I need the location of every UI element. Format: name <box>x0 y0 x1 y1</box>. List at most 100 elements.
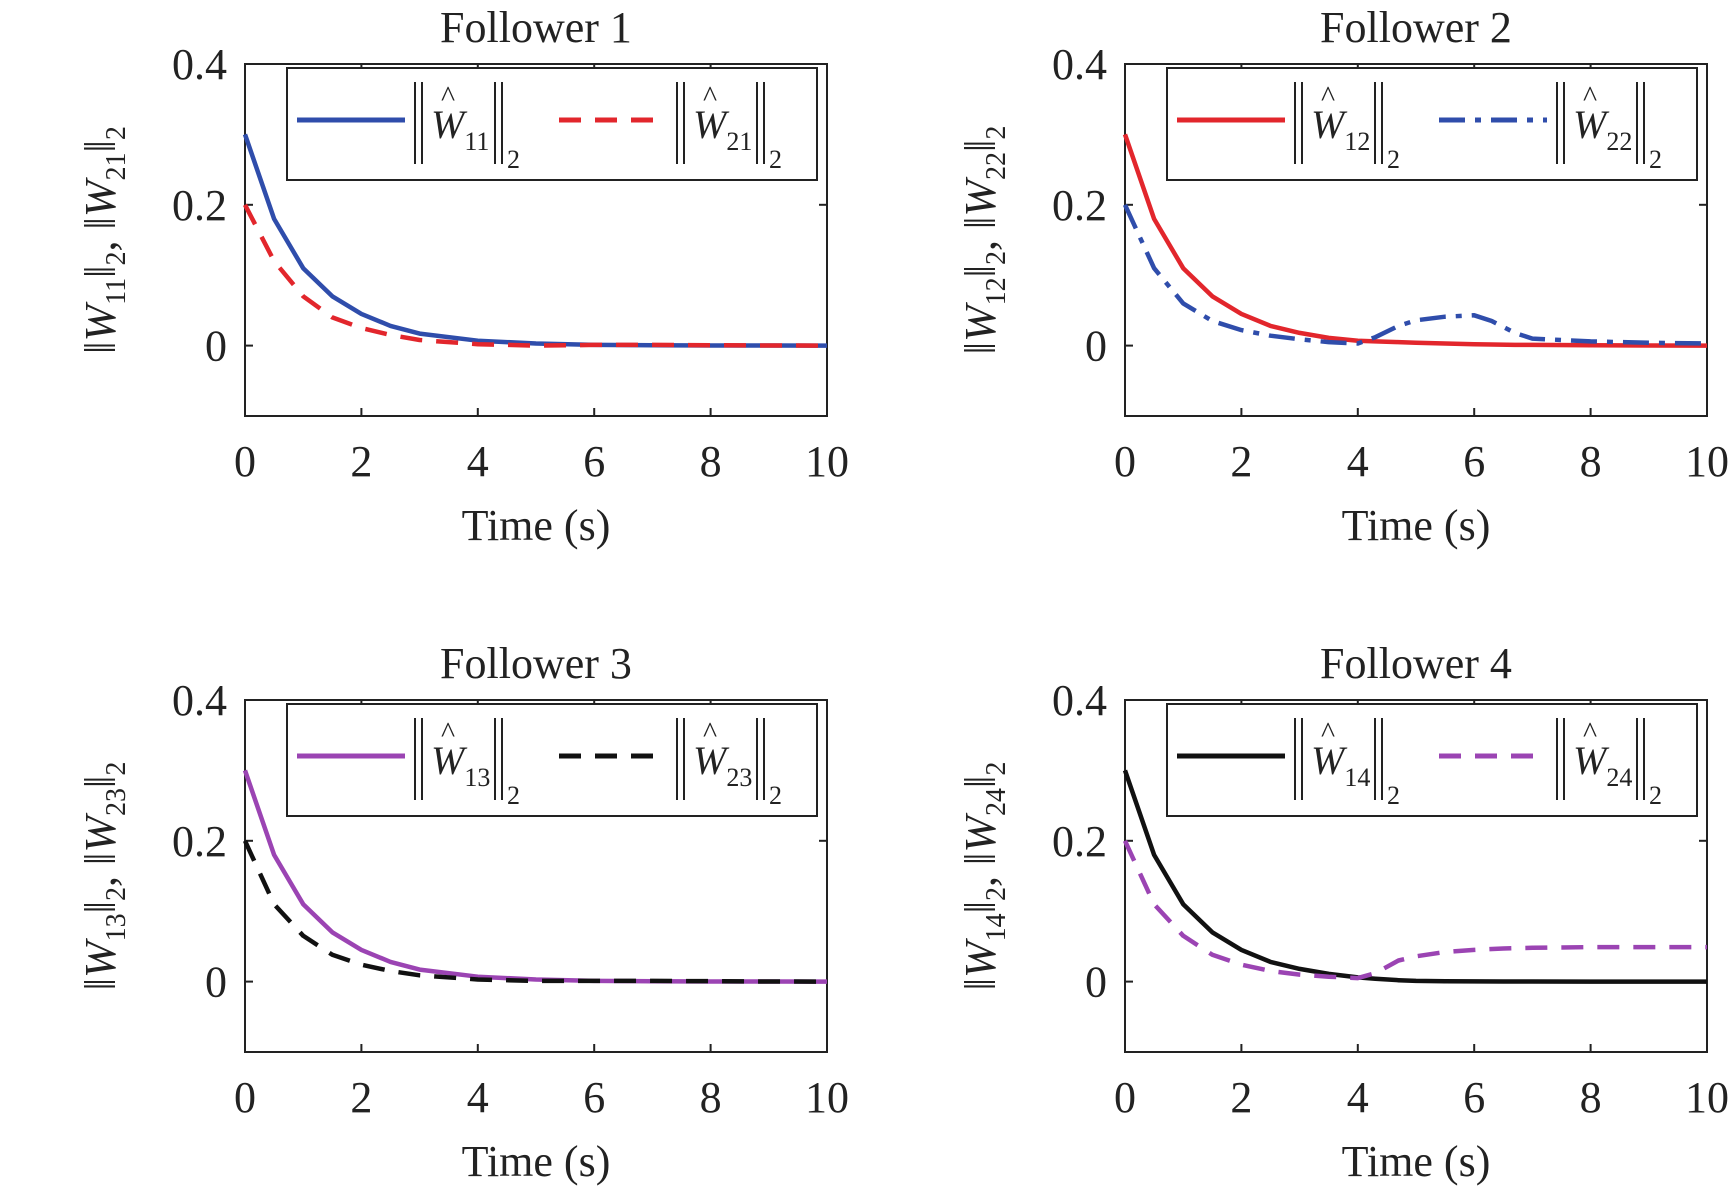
norm-bar: ‖ <box>956 265 1005 277</box>
legend-label-2: W22 <box>1573 102 1632 156</box>
norm-bar: ‖ <box>76 266 125 278</box>
legend-weight-symbol: W <box>1573 738 1610 783</box>
series-line-2 <box>242 839 828 984</box>
x-tick-label: 8 <box>1580 1073 1602 1122</box>
legend-weight-subscript: 11 <box>464 127 489 156</box>
legend-weight-symbol: W <box>431 102 468 147</box>
y-weight-subscript: 21 <box>101 153 132 181</box>
norm-bar: ‖ <box>76 342 125 354</box>
series-line-2 <box>243 203 828 348</box>
legend-norm-subscript: 2 <box>507 145 520 174</box>
chart-title: Follower 1 <box>440 3 632 52</box>
x-tick-label: 8 <box>700 1073 722 1122</box>
y-weight-symbol: W <box>956 177 1005 217</box>
axes-box <box>1124 63 1708 417</box>
x-tick-label: 2 <box>1230 437 1252 486</box>
y-weight-subscript: 12 <box>981 277 1012 305</box>
legend-weight-subscript: 13 <box>464 763 490 792</box>
x-tick-label: 2 <box>350 1073 372 1122</box>
norm-bar: ‖ <box>956 776 1005 788</box>
hat-accent: ^ <box>441 80 455 113</box>
legend-label-1: W13 <box>431 738 490 792</box>
x-tick-label: 8 <box>1580 437 1602 486</box>
norm-subscript: 2 <box>101 252 132 266</box>
hat-accent: ^ <box>703 716 717 749</box>
legend-weight-subscript: 21 <box>726 127 752 156</box>
y-tick-label: 0.2 <box>1052 181 1107 230</box>
x-tick-label: 4 <box>467 1073 489 1122</box>
legend-box <box>286 703 818 817</box>
x-tick-label: 2 <box>350 437 372 486</box>
y-weight-subscript: 14 <box>981 913 1012 941</box>
legend-norm-subscript: 2 <box>1649 781 1662 810</box>
legend-weight-subscript: 22 <box>1606 127 1632 156</box>
y-tick-label: 0 <box>1085 958 1107 1007</box>
x-tick-label: 10 <box>805 437 849 486</box>
norm-bar: ‖ <box>956 901 1005 913</box>
separator: , ‖ <box>956 217 1005 251</box>
x-axis-label: Time (s) <box>462 501 611 550</box>
legend-weight-subscript: 24 <box>1606 763 1632 792</box>
axes-box <box>244 699 828 1053</box>
y-tick-label: 0 <box>1085 322 1107 371</box>
norm-subscript: 2 <box>101 762 132 776</box>
legend-norm-subscript: 2 <box>507 781 520 810</box>
legend-weight-symbol: W <box>1311 738 1348 783</box>
legend-label-2: W23 <box>693 738 752 792</box>
legend-box <box>1166 67 1698 181</box>
x-tick-label: 4 <box>1347 437 1369 486</box>
y-tick-label: 0.2 <box>172 181 227 230</box>
y-weight-symbol: W <box>76 938 125 978</box>
series-line-1 <box>1122 769 1707 984</box>
x-tick-label: 6 <box>1463 437 1485 486</box>
y-tick-label: 0.2 <box>1052 817 1107 866</box>
y-weight-subscript: 22 <box>981 152 1012 180</box>
series-line-1 <box>1122 133 1708 348</box>
x-tick-label: 0 <box>234 1073 256 1122</box>
y-weight-symbol: W <box>76 813 125 853</box>
x-tick-label: 4 <box>1347 1073 1369 1122</box>
x-tick-label: 10 <box>1685 437 1729 486</box>
y-tick-label: 0 <box>205 958 227 1007</box>
norm-subscript: 2 <box>981 887 1012 901</box>
norm-bar: ‖ <box>76 776 125 788</box>
norm-bar: ‖ <box>76 140 125 152</box>
y-weight-symbol: W <box>956 302 1005 342</box>
x-axis-label: Time (s) <box>1342 1137 1491 1186</box>
norm-bar: ‖ <box>76 901 125 913</box>
y-axis-label: ‖W11‖2, ‖W21‖2 <box>76 126 132 354</box>
y-axis-label: ‖W14‖2, ‖W24‖2 <box>956 762 1012 991</box>
legend-weight-subscript: 12 <box>1344 127 1370 156</box>
y-weight-subscript: 13 <box>101 913 132 941</box>
legend-norm-subscript: 2 <box>769 781 782 810</box>
legend-norm-subscript: 2 <box>769 145 782 174</box>
chart-title: Follower 2 <box>1320 3 1512 52</box>
x-axis-label: Time (s) <box>1342 501 1491 550</box>
norm-bar: ‖ <box>956 140 1005 152</box>
y-weight-symbol: W <box>76 302 125 342</box>
legend-norm-subscript: 2 <box>1387 145 1400 174</box>
legend-box <box>1166 703 1698 817</box>
y-tick-label: 0.2 <box>172 817 227 866</box>
axes-box <box>1124 699 1708 1053</box>
y-weight-symbol: W <box>76 177 125 217</box>
axes-box <box>244 63 828 417</box>
y-weight-symbol: W <box>956 938 1005 978</box>
legend-label-1: W11 <box>431 102 489 156</box>
legend-label-2: W21 <box>693 102 752 156</box>
legend-norm-subscript: 2 <box>1387 781 1400 810</box>
hat-accent: ^ <box>441 716 455 749</box>
separator: , ‖ <box>956 853 1005 887</box>
x-tick-label: 2 <box>1230 1073 1252 1122</box>
norm-bar: ‖ <box>956 342 1005 354</box>
hat-accent: ^ <box>1321 80 1335 113</box>
norm-subscript: 2 <box>101 126 132 140</box>
y-weight-symbol: W <box>956 813 1005 853</box>
y-weight-subscript: 24 <box>981 788 1012 816</box>
hat-accent: ^ <box>1583 80 1597 113</box>
